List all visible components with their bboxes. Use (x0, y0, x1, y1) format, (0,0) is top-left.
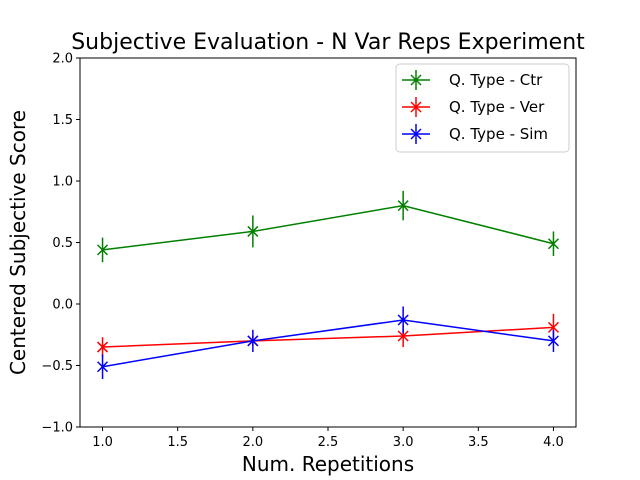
series-line (102, 319, 554, 368)
y-axis-ticks: −1.0 −0.5 0.0 0.5 1.0 1.5 2.0 (41, 52, 80, 436)
y-tick-label: 1.5 (52, 113, 73, 128)
legend: Q. Type - Ctr Q. Type - Ver Q. Type - Sim (395, 63, 570, 153)
x-axis-ticks: 1.0 1.5 2.0 2.5 3.0 3.5 4.0 (92, 427, 564, 450)
legend-marker (410, 128, 422, 140)
legend-marker (410, 101, 422, 113)
plot-area (97, 190, 559, 380)
legend-label: Q. Type - Ver (449, 98, 545, 116)
x-tick-label: 3.5 (468, 435, 489, 450)
legend-box (395, 63, 570, 153)
legend-marker (410, 74, 422, 86)
x-tick-label: 2.5 (318, 435, 339, 450)
data-point (97, 244, 109, 256)
legend-item: Q. Type - Sim (402, 124, 548, 144)
data-point (247, 225, 259, 237)
x-axis-label: Num. Repetitions (242, 452, 414, 476)
y-tick-label: 0.0 (52, 298, 73, 313)
data-point (247, 335, 259, 347)
series-0 (97, 190, 559, 263)
data-point (97, 361, 109, 373)
legend-item: Q. Type - Ver (402, 97, 545, 117)
y-tick-label: 1.0 (52, 175, 73, 190)
legend-label: Q. Type - Sim (449, 125, 548, 143)
legend-label: Q. Type - Ctr (449, 71, 543, 89)
x-tick-label: 2.0 (243, 435, 264, 450)
data-point (397, 314, 409, 326)
data-point (547, 238, 559, 250)
y-tick-label: −1.0 (41, 421, 73, 436)
x-tick-label: 1.5 (167, 435, 188, 450)
series-line (102, 204, 554, 251)
y-axis-label: Centered Subjective Score (6, 110, 30, 375)
x-tick-label: 1.0 (92, 435, 113, 450)
data-point (397, 200, 409, 212)
y-tick-label: 2.0 (52, 52, 73, 67)
x-tick-label: 4.0 (543, 435, 564, 450)
data-point (97, 341, 109, 353)
data-point (397, 330, 409, 342)
data-point (547, 321, 559, 333)
legend-item: Q. Type - Ctr (402, 70, 543, 90)
chart-title: Subjective Evaluation - N Var Reps Exper… (71, 30, 585, 55)
plot-frame (79, 57, 577, 428)
y-tick-label: −0.5 (41, 359, 73, 374)
y-tick-label: 0.5 (52, 236, 73, 251)
series-line (102, 326, 554, 348)
data-point (547, 335, 559, 347)
series-2 (97, 306, 559, 380)
x-tick-label: 3.0 (393, 435, 414, 450)
